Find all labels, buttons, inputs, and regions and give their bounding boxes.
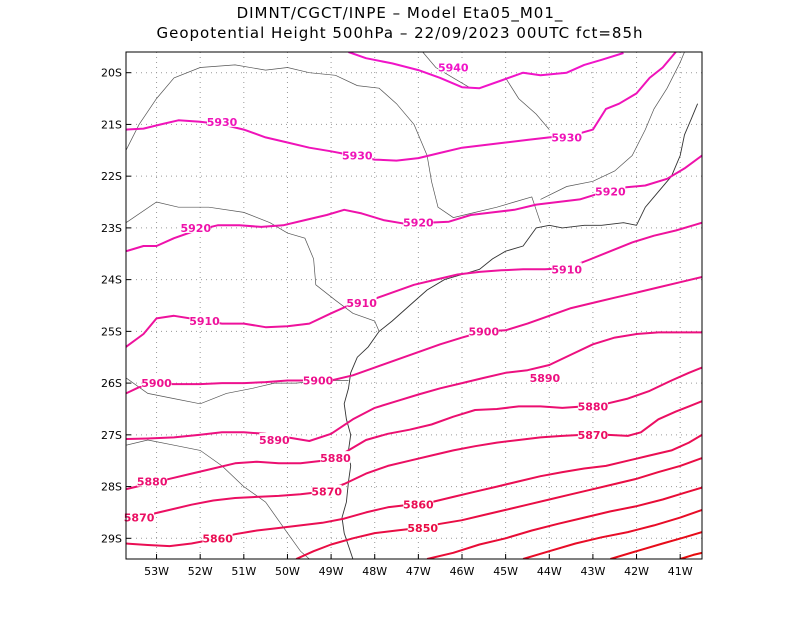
lat-tick-label: 28S (101, 481, 122, 494)
state-border-path (126, 439, 310, 559)
lat-tick-label: 23S (101, 222, 122, 235)
lon-tick-label: 53W (144, 565, 169, 578)
lat-tick-label: 26S (101, 377, 122, 390)
latitude-ticks: 20S 21S 22S 23S 24S 25S 26S 27S 28S 29S (101, 67, 131, 545)
lat-tick-label: 22S (101, 170, 122, 183)
contour-label-bg (438, 60, 469, 73)
contour-label: 5910 (551, 263, 582, 276)
state-borders (126, 52, 685, 559)
contour-label: 5870 (578, 429, 609, 442)
contour-label-bg (259, 433, 290, 446)
coastline (341, 103, 699, 559)
contour-label: 5920 (595, 186, 626, 199)
contour-line-5940 (348, 52, 624, 90)
contour-label: 5890 (259, 434, 290, 447)
contour-label: 5910 (346, 297, 377, 310)
contour-label: 5900 (303, 375, 334, 388)
contour-label: 5900 (469, 325, 500, 338)
contour-label-bg (137, 474, 168, 487)
coastline-path (341, 103, 699, 559)
contour-label: 5910 (189, 315, 220, 328)
lon-tick-label: 51W (231, 565, 256, 578)
contour-label: 5870 (311, 486, 342, 499)
contour-line-5840 (426, 486, 702, 559)
lat-tick-label: 24S (101, 274, 122, 287)
contour-label-bg (342, 148, 373, 161)
lon-tick-label: 45W (493, 565, 518, 578)
lon-tick-label: 43W (580, 565, 605, 578)
state-border-path (126, 201, 380, 332)
contour-label: 5880 (320, 452, 351, 465)
lon-tick-label: 48W (362, 565, 387, 578)
lat-tick-label: 20S (101, 67, 122, 80)
contour-label: 5890 (530, 372, 561, 385)
contour-label: 5860 (202, 532, 233, 545)
contour-label: 5940 (438, 62, 469, 75)
contour-label-bg (320, 451, 351, 464)
contour-label-bg (577, 399, 608, 412)
lon-tick-label: 49W (319, 565, 344, 578)
contour-label: 5880 (137, 475, 168, 488)
lat-tick-label: 21S (101, 118, 122, 131)
lat-tick-label: 27S (101, 429, 122, 442)
contour-line-5880 (126, 366, 702, 491)
map-title-line-2: Geopotential Height 500hPa – 22/09/2023 … (156, 24, 644, 42)
contour-line-5820 (610, 531, 702, 559)
contour-line-5810 (679, 551, 702, 559)
contour-label-bg (551, 262, 582, 275)
lon-tick-label: 47W (406, 565, 431, 578)
contour-label-bg (141, 376, 172, 389)
state-border-path (126, 64, 541, 223)
contour-label: 5920 (181, 222, 212, 235)
contour-label-bg (303, 373, 333, 386)
lon-tick-label: 42W (624, 565, 649, 578)
contour-line-5900 (126, 276, 702, 395)
lon-tick-label: 52W (188, 565, 213, 578)
contour-label-bg (403, 497, 434, 510)
lon-tick-label: 44W (537, 565, 562, 578)
contour-label-bg (202, 531, 233, 544)
contour-line-5850 (295, 457, 702, 559)
contour-label-bg (468, 324, 499, 337)
contour-label: 5880 (578, 400, 609, 413)
contour-label-bg (180, 220, 211, 233)
contour-labels: 5940 5930 5930 5930 5920 5920 5920 5910 5910 5910… (124, 60, 626, 545)
contour-line-5910 (126, 221, 702, 348)
contour-label-bg (124, 510, 155, 523)
state-border-path (505, 77, 550, 130)
contour-label-bg (346, 295, 377, 308)
contour-label: 5900 (141, 377, 172, 390)
lat-tick-label: 29S (101, 532, 122, 545)
contour-label-bg (407, 520, 438, 533)
contour-label: 5930 (551, 131, 582, 144)
lon-tick-label: 46W (450, 565, 475, 578)
contour-label-bg (595, 184, 626, 197)
map-title-line-1: DIMNT/CGCT/INPE – Model Eta05_M01_ (236, 4, 564, 22)
contour-label: 5930 (342, 149, 373, 162)
state-border-path (540, 52, 685, 200)
lon-tick-label: 41W (668, 565, 693, 578)
contour-label-bg (577, 427, 608, 440)
contour-label-bg (551, 130, 582, 143)
contour-label: 5920 (403, 217, 434, 230)
contour-label: 5860 (403, 499, 434, 512)
contour-line-5890 (126, 331, 702, 442)
contour-label-bg (207, 114, 237, 127)
contour-label-bg (403, 215, 434, 228)
contour-label: 5870 (124, 512, 155, 525)
contour-line-5830 (522, 508, 702, 559)
longitude-ticks: 53W 52W 51W 50W 49W 48W 47W 46W 45W 44W 43W 42W 41W (144, 554, 693, 578)
state-border-path (422, 52, 471, 89)
contour-label: 5850 (407, 522, 438, 535)
contour-label-bg (529, 370, 560, 383)
contour-label-bg (189, 314, 220, 327)
contour-line-5930 (126, 52, 677, 162)
contour-label-bg (311, 484, 342, 497)
lon-tick-label: 50W (275, 565, 300, 578)
plot-frame (125, 51, 703, 560)
contour-label: 5930 (207, 116, 238, 129)
contour-line-5870 (126, 400, 702, 519)
lat-tick-label: 25S (101, 325, 122, 338)
